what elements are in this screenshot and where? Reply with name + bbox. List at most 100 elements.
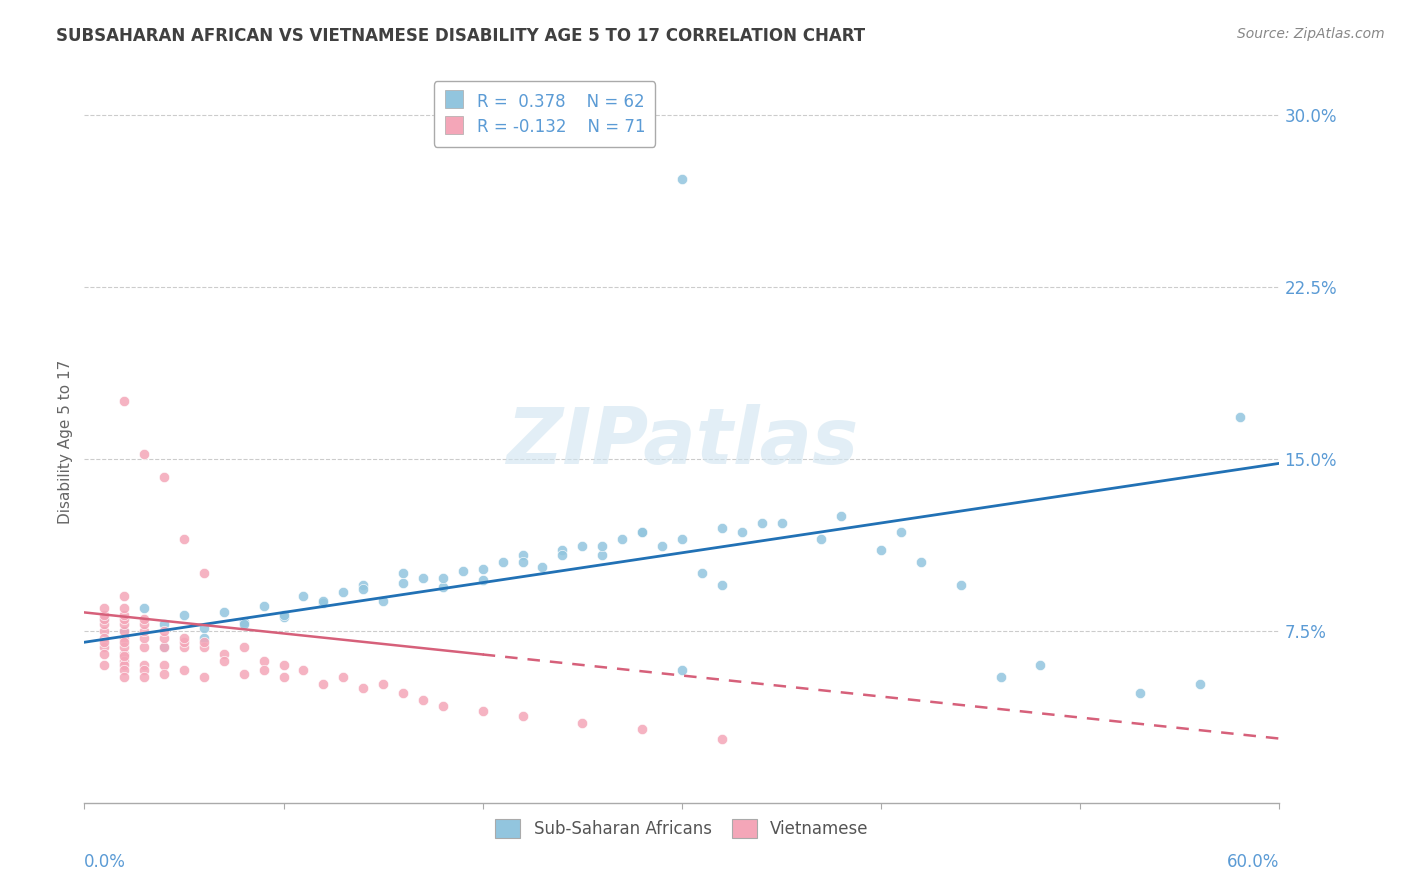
Point [93,624,115,638]
Point [551,543,574,558]
Point [352,582,374,597]
Point [392,686,415,700]
Point [112,648,135,663]
Point [132,624,156,638]
Point [512,548,534,562]
Point [651,539,673,553]
Point [153,640,176,654]
Point [631,525,654,540]
Point [373,676,395,690]
Point [132,658,156,673]
Point [432,571,454,585]
Point [710,520,733,534]
Text: 60.0%: 60.0% [1227,854,1279,871]
Point [93,631,115,645]
Point [173,532,195,546]
Point [551,548,574,562]
Point [112,635,135,649]
Y-axis label: Disability Age 5 to 17: Disability Age 5 to 17 [58,359,73,524]
Point [132,612,156,626]
Point [112,663,135,677]
Point [531,559,554,574]
Point [770,516,793,530]
Point [173,635,195,649]
Point [93,607,115,622]
Point [631,525,654,540]
Point [153,667,176,681]
Point [273,658,295,673]
Point [591,539,613,553]
Point [193,566,215,581]
Point [112,624,135,638]
Point [312,594,335,608]
Text: Source: ZipAtlas.com: Source: ZipAtlas.com [1237,27,1385,41]
Point [512,555,534,569]
Point [132,616,156,631]
Point [112,640,135,654]
Point [132,631,156,645]
Point [392,566,415,581]
Point [93,612,115,626]
Point [193,635,215,649]
Point [332,670,354,684]
Point [870,543,893,558]
Point [232,615,254,629]
Point [93,658,115,673]
Point [451,564,474,578]
Point [132,600,156,615]
Point [212,606,235,620]
Point [671,172,693,186]
Point [132,640,156,654]
Point [292,663,315,677]
Point [112,654,135,668]
Point [392,575,415,590]
Point [273,610,295,624]
Point [212,654,235,668]
Point [253,599,276,613]
Point [153,658,176,673]
Point [232,667,254,681]
Point [253,663,276,677]
Point [153,470,176,484]
Point [352,578,374,592]
Point [412,692,434,706]
Point [112,612,135,626]
Point [93,600,115,615]
Point [253,654,276,668]
Point [990,670,1012,684]
Point [471,574,494,588]
Point [112,616,135,631]
Point [93,640,115,654]
Point [112,670,135,684]
Point [93,612,115,626]
Point [710,578,733,592]
Point [112,658,135,673]
Point [751,516,773,530]
Point [471,704,494,718]
Text: 0.0%: 0.0% [84,854,127,871]
Point [571,715,593,730]
Point [93,616,115,631]
Point [710,731,733,746]
Point [432,699,454,714]
Point [93,635,115,649]
Point [432,580,454,594]
Point [232,640,254,654]
Point [631,723,654,737]
Point [112,631,135,645]
Point [112,600,135,615]
Point [332,584,354,599]
Point [153,640,176,654]
Point [1129,686,1152,700]
Point [112,647,135,661]
Point [1229,410,1251,425]
Text: SUBSAHARAN AFRICAN VS VIETNAMESE DISABILITY AGE 5 TO 17 CORRELATION CHART: SUBSAHARAN AFRICAN VS VIETNAMESE DISABIL… [56,27,865,45]
Point [492,555,515,569]
Point [93,647,115,661]
Point [731,525,754,540]
Point [810,532,832,546]
Point [173,663,195,677]
Point [273,607,295,622]
Point [132,663,156,677]
Point [193,670,215,684]
